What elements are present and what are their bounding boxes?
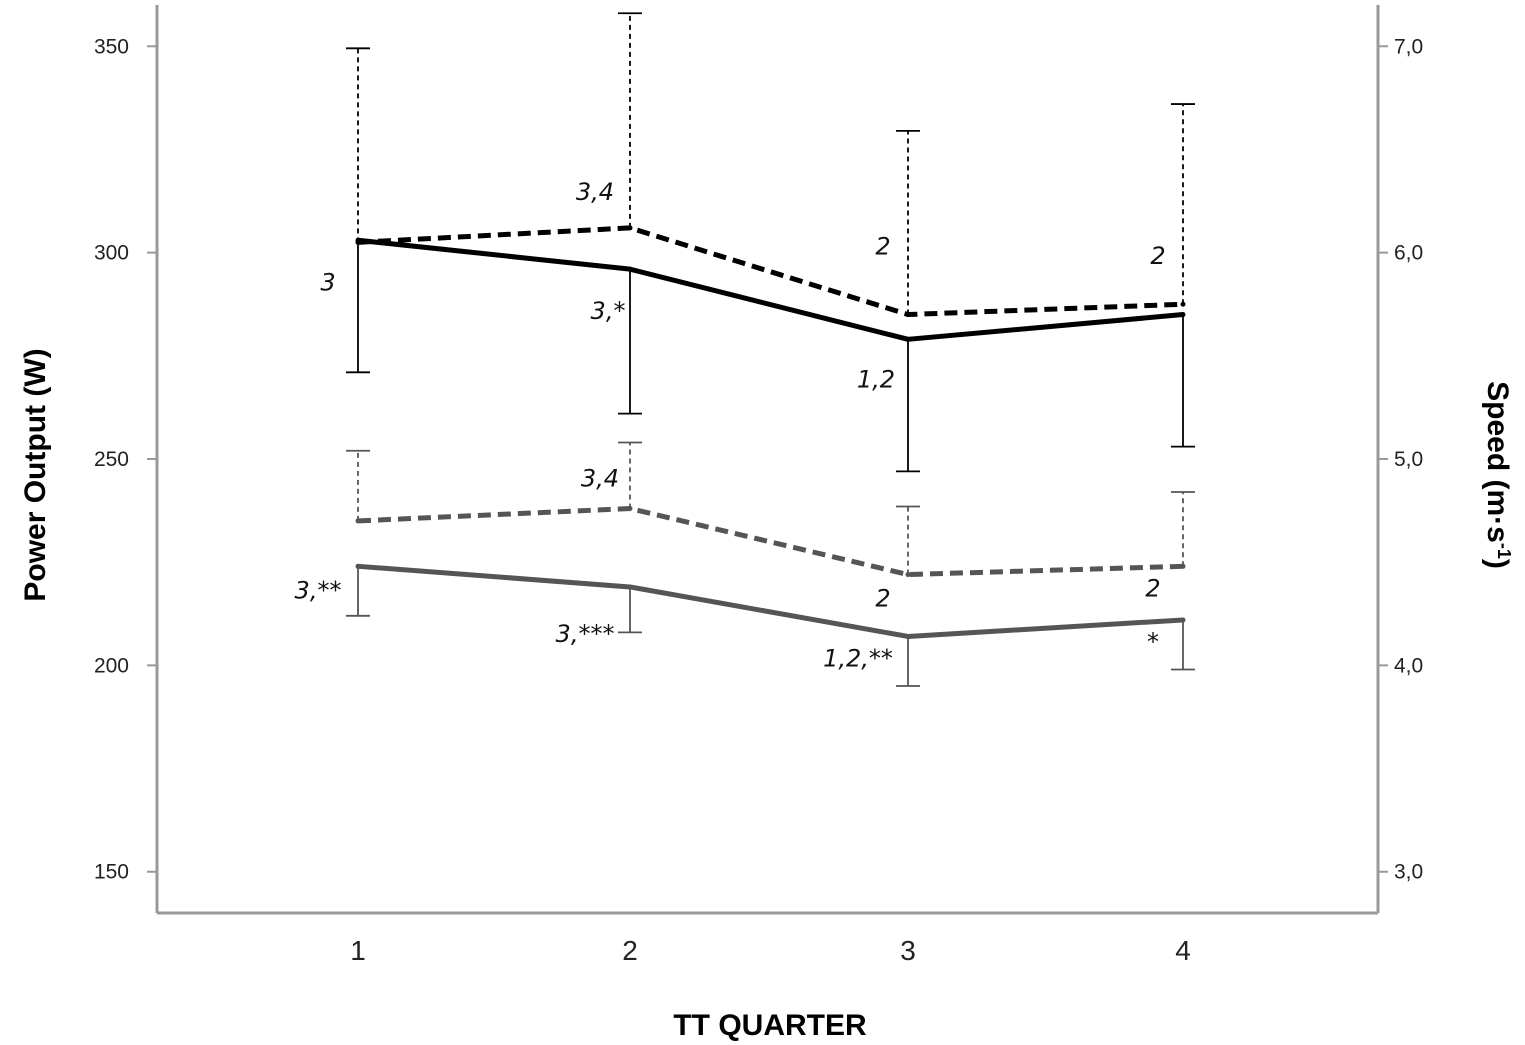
y2-tick-label: 4,0	[1394, 654, 1423, 677]
y2-axis-title-sup: -1	[1494, 543, 1514, 559]
data-point	[1180, 312, 1186, 318]
data-point	[1180, 301, 1186, 307]
data-point	[355, 518, 361, 524]
left-y-ticks: 150 200 250 300 350	[94, 35, 157, 884]
right-y-ticks: 3,0 4,0 5,0 6,0 7,0	[1378, 35, 1423, 884]
x-axis-title: TT QUARTER	[673, 1009, 867, 1042]
annotation-label: 3,**	[295, 576, 342, 604]
x-tick-label: 1	[350, 935, 366, 966]
y2-axis-title-close: )	[1481, 559, 1514, 569]
y2-tick-label: 6,0	[1394, 242, 1423, 265]
y-axis-title: Power Output (W)	[19, 348, 52, 601]
plot-area: 3 3,* 1,2 3,4 2 2 3,** 3,*** 1,2,** * 3,4 2 2	[295, 12, 1195, 687]
annotation-label: 2	[875, 585, 890, 613]
data-point	[905, 572, 911, 578]
data-point	[355, 563, 361, 569]
data-point	[627, 225, 633, 231]
y2-axis-title: Speed (m·s-1)	[1481, 381, 1514, 569]
data-point	[905, 312, 911, 318]
annotation-label: 2	[875, 233, 890, 261]
x-ticks: 1 2 3 4	[350, 935, 1191, 966]
annotation-label: 2	[1145, 574, 1160, 602]
y-tick-label: 300	[94, 242, 129, 265]
y2-tick-label: 3,0	[1394, 861, 1423, 884]
series-2: 3,4 2 2	[346, 12, 1195, 318]
series-4: 3,4 2 2	[346, 441, 1195, 613]
data-point	[1180, 563, 1186, 569]
y2-axis-title-main: Speed (m·s	[1481, 381, 1514, 543]
series-line	[357, 225, 1184, 318]
data-point	[1180, 617, 1186, 623]
y-tick-label: 150	[94, 861, 129, 884]
annotation-label: 3,***	[556, 620, 615, 648]
data-point	[905, 633, 911, 639]
series-line	[357, 237, 1184, 342]
series-line	[357, 506, 1184, 578]
data-point	[355, 239, 361, 245]
series-1: 3 3,* 1,2	[320, 237, 1195, 473]
y-tick-label: 250	[94, 448, 129, 471]
y-tick-label: 350	[94, 35, 129, 58]
y2-tick-label: 5,0	[1394, 448, 1423, 471]
annotation-label: 3,*	[591, 297, 626, 325]
x-tick-label: 4	[1175, 935, 1191, 966]
x-tick-label: 2	[622, 935, 638, 966]
annotation-label: 1,2	[857, 365, 895, 393]
annotation-label: 2	[1150, 242, 1165, 270]
y-tick-label: 200	[94, 654, 129, 677]
data-point	[627, 506, 633, 512]
data-point	[627, 266, 633, 272]
axes	[155, 5, 1380, 915]
annotation-label: 3	[320, 268, 335, 296]
x-tick-label: 3	[900, 935, 916, 966]
data-point	[627, 584, 633, 590]
y2-tick-label: 7,0	[1394, 35, 1423, 58]
annotation-label: 3,4	[581, 465, 619, 493]
annotation-label: 1,2,**	[823, 644, 893, 672]
series-3: 3,** 3,*** 1,2,** *	[295, 563, 1195, 687]
series-line	[357, 563, 1184, 639]
data-point	[905, 336, 911, 342]
annotation-label: *	[1147, 628, 1159, 656]
annotation-label: 3,4	[576, 178, 614, 206]
